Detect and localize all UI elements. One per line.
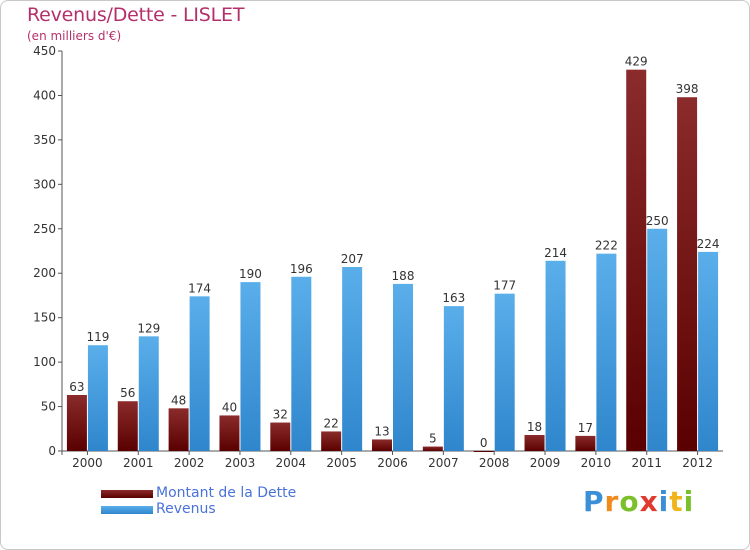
bar-debt [677,97,698,451]
legend-swatch-debt [101,490,153,498]
value-label-debt: 48 [171,393,186,407]
x-tick-label: 2006 [377,456,408,470]
bar-revenus [291,276,312,451]
y-tick-label: 200 [33,266,56,280]
bar-revenus [494,293,515,451]
bar-revenus [87,345,108,451]
chart-title: Revenus/Dette - LISLET [27,4,245,26]
value-label-debt: 32 [273,408,288,422]
y-tick-label: 300 [33,177,56,191]
legend-swatch-revenus [101,506,153,514]
x-tick-label: 2009 [530,456,561,470]
bar-debt [168,408,189,451]
value-label-revenus: 250 [646,214,669,228]
value-label-revenus: 196 [290,262,313,276]
bar-revenus [138,336,159,451]
value-label-revenus: 174 [188,281,211,295]
value-label-revenus: 119 [86,330,109,344]
bar-debt [626,69,647,452]
legend-label-debt: Montant de la Dette [156,485,297,501]
value-label-debt: 18 [527,420,542,434]
y-tick-label: 50 [41,400,56,414]
chart-subtitle: (en milliers d'€) [27,29,122,43]
bar-debt [473,451,494,452]
bar-debt [575,435,596,451]
bar-debt [372,439,392,451]
y-tick-label: 450 [33,44,56,58]
value-label-debt: 22 [324,416,339,430]
value-label-debt: 40 [222,400,237,414]
x-tick-label: 2010 [581,456,612,470]
value-label-revenus: 222 [595,239,618,253]
x-tick-label: 2002 [174,456,205,470]
value-label-debt: 0 [480,436,488,450]
bar-debt [219,415,240,451]
logo-letter: i [683,485,695,518]
x-tick-label: 2008 [479,456,510,470]
value-label-debt: 63 [69,380,84,394]
value-label-revenus: 129 [137,321,160,335]
y-tick-label: 250 [33,222,56,236]
value-label-revenus: 177 [493,279,516,293]
bar-revenus [647,228,668,451]
value-label-revenus: 214 [544,246,567,260]
value-label-revenus: 163 [442,291,465,305]
bar-revenus [545,260,566,451]
logo-letter: r [604,485,620,518]
y-tick-label: 100 [33,355,56,369]
value-label-debt: 13 [374,424,389,438]
logo-letter: o [619,485,640,518]
value-label-revenus: 207 [341,252,364,266]
proxiti-logo: Proxiti [583,485,694,518]
bar-debt [117,401,138,451]
legend-label-revenus: Revenus [156,501,216,517]
x-tick-label: 2007 [428,456,459,470]
bar-revenus [698,251,719,451]
value-label-debt: 17 [578,421,593,435]
y-tick-label: 350 [33,133,56,147]
logo-letter: x [639,485,659,518]
value-label-revenus: 224 [697,237,720,251]
x-tick-label: 2012 [682,456,713,470]
value-label-debt: 56 [120,386,135,400]
y-tick-label: 150 [33,311,56,325]
bar-debt [66,395,87,451]
value-label-debt: 398 [676,82,699,96]
x-tick-label: 2004 [276,456,307,470]
bar-revenus [393,283,413,451]
bar-debt [524,435,545,451]
bar-revenus [342,267,363,451]
x-tick-label: 2005 [326,456,357,470]
x-tick-label: 2003 [225,456,256,470]
bar-revenus [596,253,617,451]
x-tick-label: 2001 [123,456,154,470]
y-tick-label: 400 [33,88,56,102]
bar-revenus [240,282,261,451]
logo-letter: t [669,485,684,518]
y-tick-label: 0 [48,444,56,458]
x-tick-label: 2000 [72,456,103,470]
bar-debt [321,431,342,451]
logo-letter: P [583,485,605,518]
bar-revenus [443,306,464,451]
value-label-revenus: 190 [239,267,262,281]
value-label-revenus: 188 [392,269,415,283]
bar-debt [422,446,443,451]
value-label-debt: 5 [429,432,437,446]
x-tick-label: 2011 [631,456,662,470]
bar-debt [270,422,291,451]
value-label-debt: 429 [625,55,648,69]
bar-revenus [189,296,210,451]
logo-letter: i [658,485,670,518]
